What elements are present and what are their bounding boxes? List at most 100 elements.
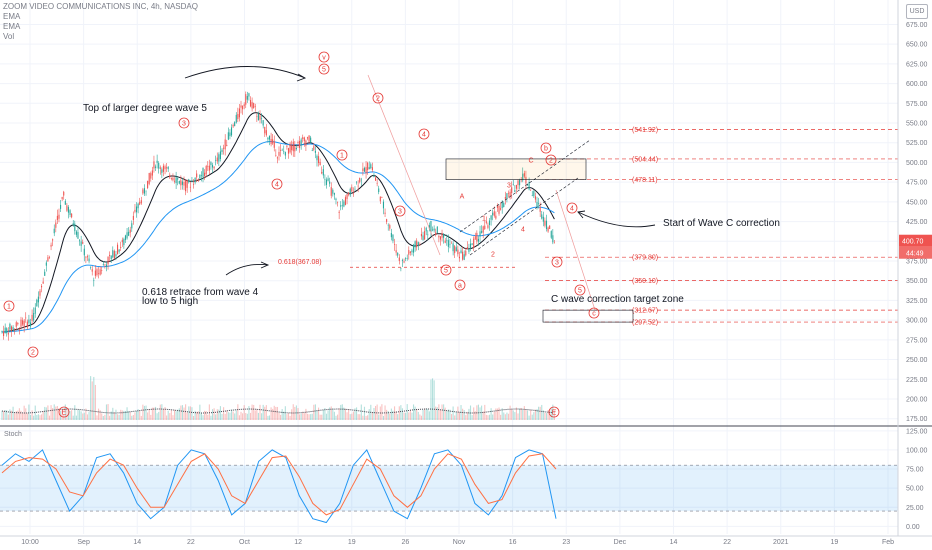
wave-label-circle — [440, 264, 452, 276]
price-tick-label: 275.00 — [906, 337, 928, 344]
volume-bar — [485, 414, 487, 420]
price-tick-label: 225.00 — [906, 377, 928, 384]
candle-body — [539, 206, 541, 212]
volume-bar — [503, 412, 505, 420]
stoch-line — [1, 448, 557, 524]
candle-body — [150, 173, 152, 179]
candle-body — [221, 149, 223, 152]
volume-bar — [512, 410, 514, 420]
volume-bar — [408, 412, 410, 420]
candle-body — [158, 163, 160, 169]
volume-bar — [327, 410, 329, 420]
volume-bar — [419, 414, 421, 420]
volume-bar — [55, 406, 57, 420]
volume-bar — [381, 404, 383, 420]
candle-body — [116, 244, 119, 255]
volume-bar — [150, 414, 152, 420]
volume-bar — [544, 412, 546, 420]
volume-bar — [39, 415, 41, 420]
candle-body — [313, 146, 315, 150]
candle-body — [305, 140, 307, 146]
candle-body — [348, 192, 350, 195]
volume-bar — [9, 409, 11, 420]
candle-body — [166, 167, 168, 169]
volume-bar — [550, 408, 552, 420]
volume-bar — [294, 406, 296, 420]
volume-bar — [533, 412, 535, 420]
candle-body — [538, 203, 540, 204]
candle-body — [53, 228, 55, 234]
candle-body — [365, 167, 367, 174]
candle-body — [256, 116, 258, 117]
volume-bar — [338, 408, 340, 420]
volume-bar — [162, 409, 165, 420]
volume-bar — [330, 406, 332, 420]
price-tick-label: 525.00 — [906, 140, 928, 147]
candle-body — [56, 215, 58, 220]
candle-body — [287, 148, 290, 154]
volume-bar — [71, 410, 73, 420]
wave-label-circle — [454, 279, 466, 291]
volume-bar — [534, 409, 536, 420]
time-tick-label: 10:00 — [21, 539, 39, 546]
volume-bar — [104, 414, 106, 420]
time-tick-label: 23 — [562, 539, 570, 546]
volume-bar — [137, 409, 139, 420]
price-tick-label: 600.00 — [906, 81, 928, 88]
volume-bar — [531, 414, 533, 420]
candle-body — [120, 246, 122, 249]
candle-body — [465, 250, 467, 256]
target-zone-box — [542, 309, 634, 323]
candle-body — [422, 235, 424, 241]
candle-body — [446, 239, 448, 241]
volume-bar — [181, 405, 183, 420]
wave-label-circle — [574, 284, 586, 296]
candle-body — [283, 151, 285, 152]
volume-bar — [202, 415, 204, 420]
candle-body — [107, 256, 109, 265]
candle-body — [161, 169, 163, 173]
candle-body — [354, 188, 356, 190]
candle-body — [515, 184, 517, 189]
candle-body — [484, 225, 486, 229]
volume-bar — [541, 404, 543, 420]
channel-line — [459, 139, 591, 233]
currency-button[interactable]: USD — [906, 4, 928, 19]
candle-body — [232, 124, 234, 127]
wave-label-circle — [540, 142, 552, 154]
volume-bar — [507, 413, 510, 420]
candle-body — [531, 195, 533, 196]
volume-bar — [83, 412, 85, 420]
volume-bar — [102, 415, 104, 420]
candle-body — [417, 242, 419, 247]
candle-body — [321, 171, 323, 174]
candle-body — [303, 137, 305, 142]
candle-body — [22, 320, 24, 325]
volume-bar — [526, 410, 529, 420]
candle-body — [199, 174, 201, 179]
candle-body — [185, 180, 187, 192]
candle-body — [210, 162, 212, 166]
volume-bar — [143, 405, 146, 420]
volume-bar — [411, 412, 413, 420]
volume-bar — [409, 409, 411, 420]
volume-bar — [259, 404, 261, 420]
volume-bar — [148, 409, 150, 420]
price-tick-label: 475.00 — [906, 180, 928, 187]
volume-bar — [28, 404, 30, 420]
volume-bar — [552, 404, 554, 420]
volume-bar — [360, 404, 362, 420]
candle-body — [517, 180, 519, 186]
volume-bar — [56, 406, 58, 420]
candle-body — [286, 145, 288, 147]
volume-bar — [139, 410, 141, 420]
price-tick-label: 625.00 — [906, 61, 928, 68]
candle-body — [433, 228, 435, 231]
candle-body — [180, 180, 182, 186]
volume-bar — [308, 414, 310, 420]
arrow-wave-c — [577, 211, 656, 228]
volume-bar — [389, 413, 391, 420]
candle-body — [67, 207, 70, 213]
volume-bar — [251, 404, 253, 420]
candle-body — [273, 141, 275, 148]
